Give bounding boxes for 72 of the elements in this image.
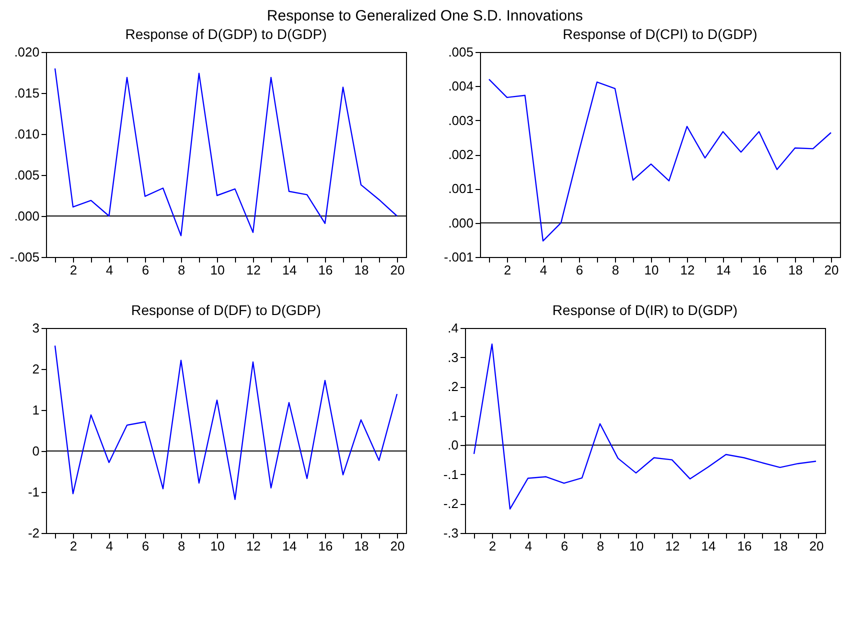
y-tick-label: .000 <box>448 215 474 230</box>
x-tick-label: 12 <box>665 538 680 554</box>
x-tick-label: 8 <box>178 538 186 554</box>
y-tick-label: .015 <box>14 86 40 100</box>
text: Response to Generalized One S.D. Innovations <box>266 8 583 24</box>
chart-title: Response of D(DF) to D(GDP) <box>131 302 321 318</box>
x-tick-label: 8 <box>596 538 604 554</box>
x-tick-label: 6 <box>576 262 584 278</box>
y-tick-label: -.1 <box>443 466 458 482</box>
x-tick-label: 18 <box>773 538 788 554</box>
x-tick-label: 16 <box>318 262 333 278</box>
y-tick-label: 3 <box>32 320 40 336</box>
y-tick-label: -.001 <box>444 250 474 264</box>
x-tick-label: 6 <box>560 538 568 554</box>
y-tick-label: .020 <box>14 44 40 60</box>
x-tick-label: 4 <box>540 262 548 278</box>
x-tick-label: 4 <box>106 262 114 278</box>
x-tick-label: 10 <box>210 538 225 554</box>
y-tick-label: .2 <box>448 379 458 394</box>
x-tick-label: 18 <box>354 538 369 554</box>
x-tick-label: 2 <box>70 538 78 554</box>
x-tick-label: 20 <box>809 538 824 554</box>
x-tick-label: 16 <box>737 538 752 554</box>
y-tick-label: .004 <box>448 78 474 94</box>
x-tick-label: 20 <box>390 538 405 554</box>
y-tick-label: .005 <box>448 44 474 60</box>
x-tick-label: 18 <box>354 262 369 278</box>
y-tick-label: -.2 <box>443 496 458 512</box>
chart-title: Response of D(CPI) to D(GDP) <box>562 26 758 42</box>
y-tick-label: .4 <box>448 320 458 336</box>
x-tick-label: 18 <box>788 262 803 278</box>
x-tick-label: 14 <box>716 262 731 278</box>
x-tick-label: 4 <box>524 538 532 554</box>
y-tick-label: .1 <box>448 408 458 424</box>
y-tick-label: 2 <box>32 362 40 376</box>
y-tick-label: -.005 <box>10 250 40 264</box>
y-tick-label: .002 <box>448 147 474 162</box>
x-tick-label: 2 <box>488 538 496 554</box>
x-tick-label: 16 <box>318 538 333 554</box>
x-tick-label: 8 <box>178 262 186 278</box>
x-tick-label: 8 <box>612 262 620 278</box>
x-tick-label: 4 <box>106 538 114 554</box>
y-tick-label: .000 <box>14 208 40 224</box>
x-tick-label: 10 <box>644 262 659 278</box>
x-tick-label: 10 <box>210 262 225 278</box>
y-tick-label: .003 <box>448 112 474 128</box>
y-tick-label: -2 <box>28 526 40 540</box>
x-tick-label: 2 <box>70 262 78 278</box>
x-tick-label: 14 <box>282 262 297 278</box>
y-tick-label: .3 <box>448 350 458 365</box>
x-tick-label: 6 <box>142 262 150 278</box>
x-tick-label: 10 <box>629 538 644 554</box>
x-tick-label: 2 <box>504 262 512 278</box>
y-tick-label: 0 <box>32 444 40 458</box>
y-tick-label: .001 <box>448 181 474 196</box>
x-tick-label: 12 <box>246 538 261 554</box>
x-tick-label: 20 <box>824 262 839 278</box>
x-tick-label: 12 <box>246 262 261 278</box>
y-tick-label: -.3 <box>443 526 458 540</box>
x-tick-label: 12 <box>680 262 695 278</box>
y-tick-label: .005 <box>14 168 40 182</box>
y-tick-label: .0 <box>448 438 458 453</box>
x-tick-label: 14 <box>282 538 297 554</box>
y-tick-label: .010 <box>14 126 40 142</box>
x-tick-label: 6 <box>142 538 150 554</box>
x-tick-label: 14 <box>701 538 716 554</box>
y-tick-label: 1 <box>32 402 40 418</box>
y-tick-label: -1 <box>28 484 40 500</box>
x-tick-label: 16 <box>752 262 767 278</box>
x-tick-label: 20 <box>390 262 405 278</box>
chart-title: Response of D(GDP) to D(GDP) <box>125 26 327 42</box>
chart-title: Response of D(IR) to D(GDP) <box>552 302 738 318</box>
